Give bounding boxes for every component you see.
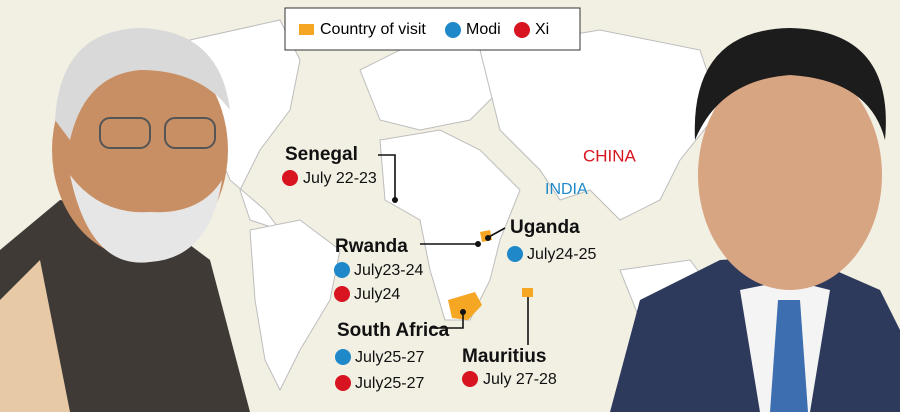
tie xyxy=(770,300,808,412)
visit-date: July 22-23 xyxy=(303,170,377,187)
country-label: INDIA xyxy=(545,181,588,198)
xi-dot xyxy=(334,286,350,302)
visit-date: July24 xyxy=(354,286,400,303)
connector xyxy=(430,312,464,329)
connector-dot xyxy=(485,235,491,241)
visit-date: July24-25 xyxy=(527,246,596,263)
legend-box xyxy=(284,7,581,51)
connector-dot xyxy=(460,309,466,315)
country-label: CHINA xyxy=(583,146,637,165)
legend-swatch xyxy=(445,22,461,38)
xi-portrait xyxy=(610,28,900,412)
connector xyxy=(378,154,396,200)
south-africa-marker xyxy=(448,292,482,320)
legend-swatch xyxy=(514,22,530,38)
legend-swatch xyxy=(299,24,314,35)
modi-portrait xyxy=(0,28,250,412)
visit-date: July25-27 xyxy=(355,349,424,366)
legend-label: Xi xyxy=(535,21,549,38)
xi-dot xyxy=(462,371,478,387)
mauritius-marker xyxy=(522,288,533,297)
modi-dot xyxy=(335,349,351,365)
visit-date: July 27-28 xyxy=(483,371,557,388)
face xyxy=(698,60,882,290)
hair xyxy=(55,28,230,140)
country-name: South Africa xyxy=(337,320,450,341)
country-name: Mauritius xyxy=(462,346,546,367)
kurta xyxy=(0,260,70,412)
legend: Country of visit Modi Xi xyxy=(284,7,581,51)
hair xyxy=(694,28,886,140)
country-name: Rwanda xyxy=(335,236,408,257)
legend-label: Country of visit xyxy=(320,21,426,38)
south-america xyxy=(249,219,341,392)
xi-dot xyxy=(335,375,351,391)
connector-dot xyxy=(392,197,398,203)
africa xyxy=(379,129,521,321)
modi-dot xyxy=(334,262,350,278)
xi-dot xyxy=(282,170,298,186)
country-name: Uganda xyxy=(510,217,580,238)
visit-labels: Senegal July 22-23 Uganda July24-25 Rwan… xyxy=(282,144,596,392)
visit-date: July23-24 xyxy=(354,262,423,279)
connector-dot xyxy=(475,241,481,247)
world-map xyxy=(189,19,721,392)
modi-dot xyxy=(507,246,523,262)
glasses xyxy=(99,117,151,149)
legend-label: Modi xyxy=(466,21,501,38)
country-name: Senegal xyxy=(285,144,358,165)
visit-date: July25-27 xyxy=(355,375,424,392)
asia xyxy=(479,29,721,221)
glasses xyxy=(164,117,216,149)
connectors xyxy=(378,154,529,345)
vest xyxy=(0,200,250,412)
beard xyxy=(70,175,222,263)
